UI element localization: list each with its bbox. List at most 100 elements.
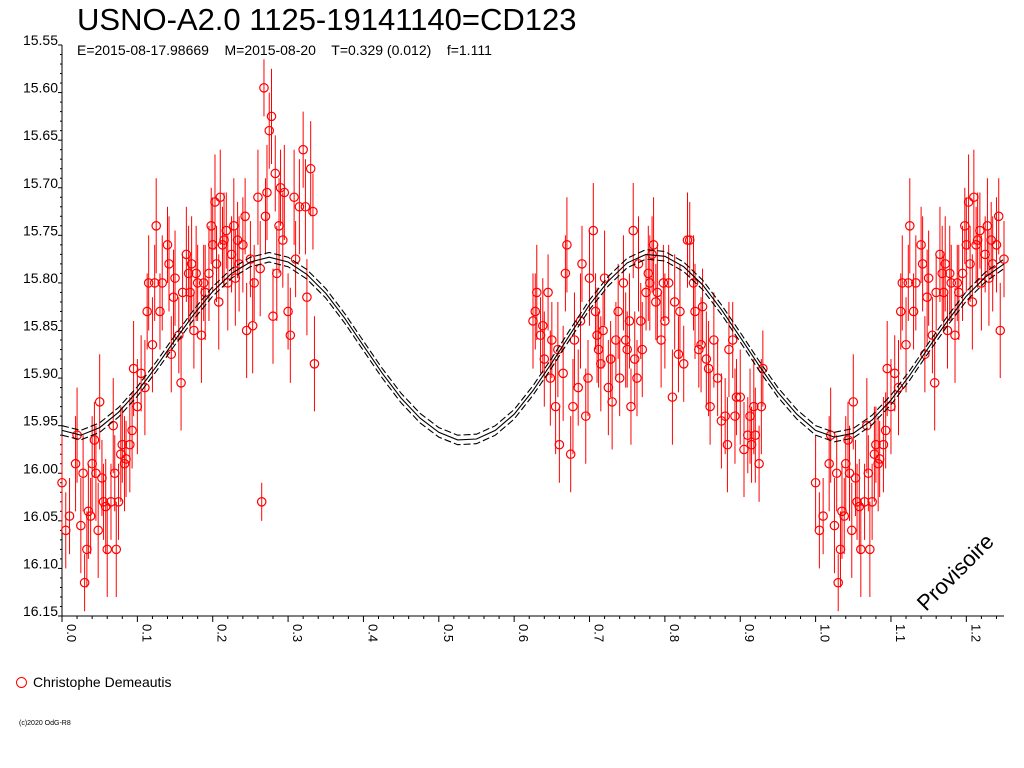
model-curve xyxy=(61,253,1005,441)
data-point xyxy=(652,287,663,298)
data-point xyxy=(865,544,875,555)
data-point xyxy=(961,240,972,250)
data-point xyxy=(189,325,199,336)
data-point xyxy=(735,392,746,402)
data-point xyxy=(635,316,646,326)
data-point xyxy=(170,273,180,283)
data-point xyxy=(969,192,979,203)
data-point xyxy=(268,311,278,322)
data-point xyxy=(613,306,623,317)
x-tick-label: 1.1 xyxy=(893,624,908,642)
data-point xyxy=(530,306,541,317)
data-point xyxy=(64,511,75,521)
data-point xyxy=(916,240,926,250)
copyright-notice: (c)2020 OdG-R8 xyxy=(19,720,71,727)
data-point xyxy=(739,444,749,455)
data-point xyxy=(940,259,951,269)
data-point xyxy=(593,344,604,355)
data-point xyxy=(859,496,870,507)
data-point xyxy=(607,397,617,407)
data-point xyxy=(238,240,248,250)
data-point xyxy=(232,235,243,245)
data-point xyxy=(937,268,948,279)
data-point xyxy=(669,297,680,307)
data-point xyxy=(611,335,621,345)
data-point xyxy=(249,278,259,288)
data-point xyxy=(177,287,188,298)
data-point xyxy=(596,359,606,369)
data-point xyxy=(240,211,250,222)
y-tick-label: 15.70 xyxy=(23,175,58,191)
data-point xyxy=(554,439,565,450)
data-point xyxy=(535,330,546,341)
x-tick-label: 1.0 xyxy=(818,624,833,642)
data-point xyxy=(76,520,86,531)
y-tick-label: 15.85 xyxy=(23,318,58,334)
data-point xyxy=(537,320,548,331)
axes: 15.55 15.60 15.65 15.70 15.75 15.80 15.85 15.90… xyxy=(23,32,1004,642)
x-tick-label: 0.8 xyxy=(667,624,682,642)
data-point xyxy=(181,249,192,260)
y-tick-label: 15.80 xyxy=(23,270,58,286)
data-point xyxy=(980,249,990,260)
data-point xyxy=(278,235,288,245)
data-point xyxy=(632,373,642,383)
data-point xyxy=(673,349,684,360)
data-point xyxy=(573,382,584,393)
data-point xyxy=(724,344,734,355)
data-point xyxy=(198,278,209,288)
data-point xyxy=(176,378,186,388)
data-point xyxy=(253,192,263,203)
data-point xyxy=(903,278,914,288)
data-point xyxy=(950,330,960,341)
data-point xyxy=(168,292,179,302)
data-point xyxy=(229,221,239,231)
data-point xyxy=(886,401,896,412)
data-point xyxy=(215,192,226,203)
data-point xyxy=(234,259,244,269)
data-point xyxy=(637,344,648,355)
data-point xyxy=(550,401,561,412)
data-point xyxy=(226,249,237,260)
data-point xyxy=(843,435,853,445)
data-point xyxy=(309,359,320,369)
data-point xyxy=(221,225,232,236)
data-point xyxy=(871,439,881,450)
data-point xyxy=(814,525,825,536)
data-point xyxy=(614,373,625,383)
y-tick-label: 15.55 xyxy=(23,32,58,48)
data-point xyxy=(944,268,955,279)
data-point xyxy=(953,287,964,298)
data-point xyxy=(598,325,608,336)
data-point xyxy=(982,221,993,231)
data-point xyxy=(113,496,124,507)
data-point xyxy=(810,477,821,488)
data-point xyxy=(895,306,906,317)
data-point xyxy=(620,335,631,345)
data-point xyxy=(89,435,100,445)
data-point xyxy=(995,325,1006,336)
data-point xyxy=(98,496,109,507)
data-point xyxy=(151,221,161,231)
y-tick-label: 15.95 xyxy=(23,413,58,429)
data-point xyxy=(660,316,670,326)
data-point xyxy=(298,144,308,155)
data-point xyxy=(87,458,97,469)
data-point xyxy=(831,468,842,479)
data-point xyxy=(722,439,733,450)
data-point xyxy=(558,368,568,379)
data-point xyxy=(873,458,883,469)
data-point xyxy=(839,511,850,521)
y-tick-label: 15.90 xyxy=(23,365,58,381)
data-point xyxy=(742,430,753,440)
model-lower-bound xyxy=(61,249,1005,436)
data-point xyxy=(986,235,996,245)
data-point xyxy=(972,235,983,245)
data-point xyxy=(70,458,81,469)
data-point xyxy=(149,278,160,288)
error-bars xyxy=(61,59,1005,612)
data-point xyxy=(270,168,281,179)
x-tick-label: 0.3 xyxy=(290,624,305,642)
data-point xyxy=(684,235,695,245)
data-point xyxy=(624,316,635,326)
